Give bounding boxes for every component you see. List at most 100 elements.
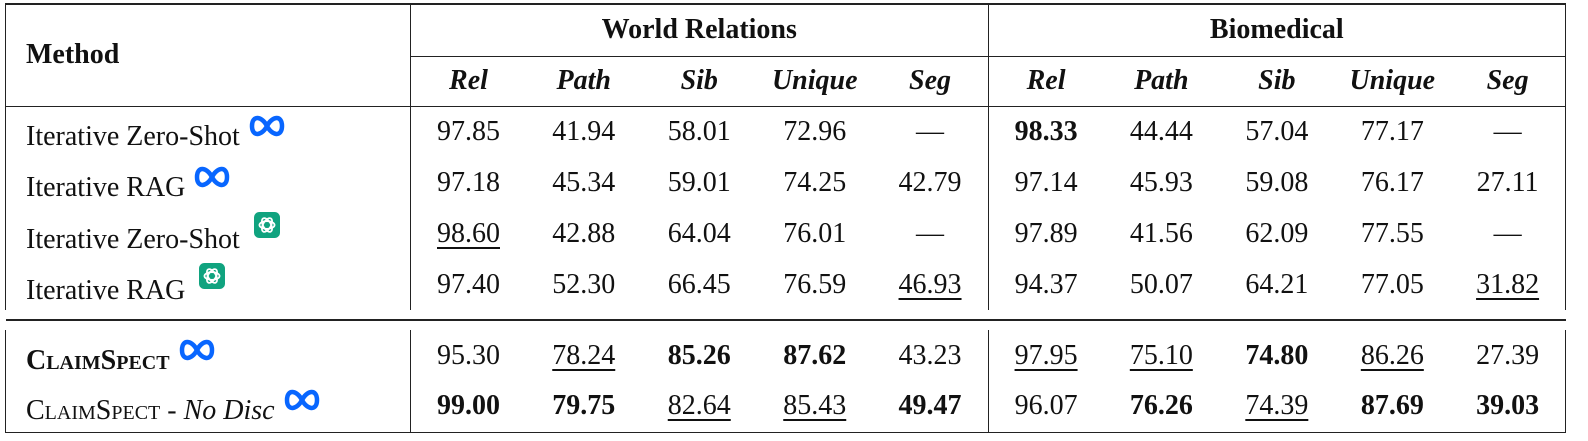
method-cell: Iterative RAG [5, 157, 411, 208]
cell: 43.23 [898, 339, 962, 371]
row: Iterative RAG 97.18 45.34 59.01 74.25 42… [5, 157, 1567, 208]
column-header: Rel [410, 56, 526, 107]
cell: 76.01 [783, 217, 847, 249]
openai-icon [253, 211, 280, 238]
meta-logo [179, 339, 214, 360]
cell: 97.18 [410, 157, 526, 208]
group-header: World Relations [410, 3, 989, 57]
column-header: Seg [872, 56, 989, 107]
cell: 98.33 [987, 106, 1104, 157]
cell: 42.79 [898, 166, 962, 198]
cell: 50.07 [1129, 268, 1193, 300]
method-name: ClaimSpect [26, 344, 170, 376]
openai-logo [203, 267, 221, 284]
cell: 39.03 [1450, 381, 1567, 433]
cell: 97.14 [987, 157, 1104, 208]
meta-logo [195, 166, 230, 187]
cell: 75.10 [1129, 339, 1193, 371]
cell: — [916, 217, 945, 249]
cell: 79.75 [526, 381, 642, 433]
cell: 97.40 [410, 259, 526, 310]
cell: 87.69 [1334, 381, 1451, 433]
meta-logo [249, 115, 285, 136]
cell: 42.88 [552, 217, 616, 249]
cell: 76.17 [1360, 166, 1424, 198]
separator [5, 310, 1566, 321]
method-separator: - [167, 395, 177, 427]
openai-bg [199, 262, 226, 289]
meta-logo [284, 390, 319, 411]
cell: 85.26 [667, 339, 731, 371]
cell: 72.96 [783, 115, 847, 147]
cell: 77.05 [1360, 268, 1424, 300]
method-name: Iterative Zero-Shot [26, 120, 240, 152]
meta-icon [195, 166, 230, 187]
column-header: Unique [1334, 56, 1451, 107]
cell: — [916, 115, 945, 147]
method-name: Iterative RAG [26, 274, 186, 306]
cell: 95.30 [410, 330, 526, 381]
row: Iterative Zero-Shot 98.60 42.88 64.04 76… [5, 208, 1567, 259]
openai-bg [253, 211, 280, 238]
column-header: Sib [641, 56, 757, 107]
method-name: ClaimSpect [26, 395, 161, 427]
cell: 59.01 [667, 166, 731, 198]
column-header: Sib [1219, 56, 1335, 107]
cell: 96.07 [987, 381, 1104, 433]
cell: 52.30 [552, 268, 616, 300]
cell: 57.04 [1245, 115, 1309, 147]
cell: 74.25 [783, 166, 847, 198]
cell: 85.43 [757, 381, 873, 433]
cell: 49.47 [872, 381, 989, 433]
openai-icon [199, 262, 226, 289]
cell: 62.09 [1245, 217, 1309, 249]
cell: 45.34 [552, 166, 616, 198]
cell: — [1450, 106, 1567, 157]
meta-icon [284, 390, 319, 411]
cell: 41.56 [1129, 217, 1193, 249]
row: ClaimSpect - No Disc 99.00 79.75 82.64 8… [5, 381, 1567, 433]
cell: 78.24 [552, 339, 616, 371]
column-header: Path [1103, 56, 1220, 107]
cell: 64.04 [667, 217, 731, 249]
method-cell: Iterative Zero-Shot [5, 106, 411, 157]
cell: 27.39 [1450, 330, 1567, 381]
method-cell: Iterative Zero-Shot [5, 208, 411, 259]
method-name: Iterative RAG [26, 171, 186, 203]
openai-logo [258, 216, 276, 233]
cell: 97.95 [987, 330, 1104, 381]
cell: 46.93 [898, 268, 962, 300]
cell: 99.00 [410, 381, 526, 433]
cell: — [1450, 208, 1567, 259]
cell: 76.26 [1103, 381, 1220, 433]
meta-icon [179, 339, 214, 360]
subheader-row: Rel Path Sib Unique Seg Rel Path Sib Uni… [6, 56, 1567, 107]
cell: 74.80 [1245, 339, 1309, 371]
method-cell: ClaimSpect - No Disc [5, 381, 411, 433]
group-header: Biomedical [987, 3, 1567, 57]
meta-icon [249, 115, 285, 136]
cell: 64.21 [1245, 268, 1309, 300]
method-header: Method [5, 3, 411, 107]
cell: 27.11 [1450, 157, 1567, 208]
column-header: Rel [987, 56, 1104, 107]
cell: 77.17 [1360, 115, 1424, 147]
cell: 66.45 [667, 268, 731, 300]
cell: 31.82 [1450, 259, 1567, 310]
column-header: Unique [757, 56, 873, 107]
row: Iterative Zero-Shot 97.85 41.94 58.01 72… [5, 106, 1567, 157]
cell: 45.93 [1129, 166, 1193, 198]
results-table: Method World Relations Biomedical Rel Pa… [5, 3, 1567, 433]
method-variant: No Disc [183, 395, 275, 427]
method-name: Iterative Zero-Shot [26, 223, 240, 255]
column-header: Seg [1450, 56, 1567, 107]
row: Iterative RAG 97.40 52.30 66.45 76.59 46… [5, 259, 1567, 310]
cell: 94.37 [987, 259, 1104, 310]
separator [6, 320, 1566, 330]
cell: 82.64 [641, 381, 757, 433]
column-header: Path [526, 56, 642, 107]
cell: 76.59 [783, 268, 847, 300]
cell: 77.55 [1360, 217, 1424, 249]
method-cell: ClaimSpect [5, 330, 411, 381]
